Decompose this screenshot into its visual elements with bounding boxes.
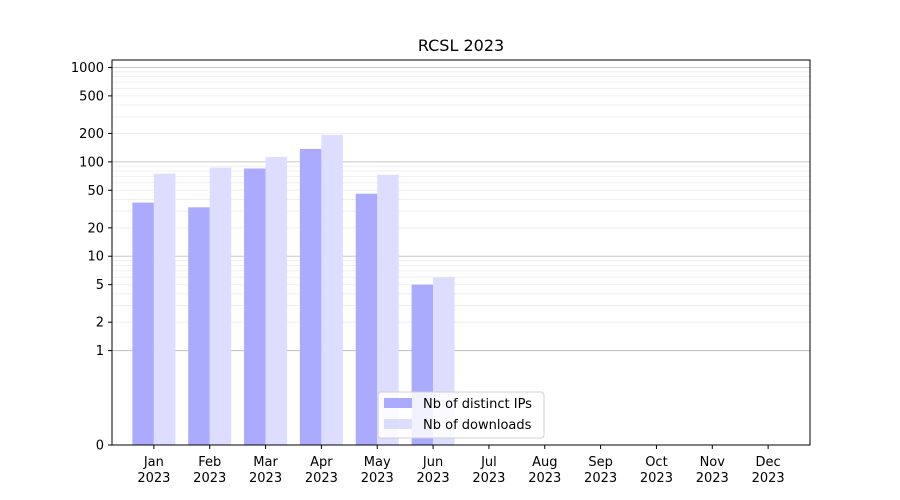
x-tick-label-line: Aug — [532, 455, 557, 470]
x-tick-label-line: 2023 — [361, 471, 394, 486]
x-tick-label: Dec 2023 — [752, 455, 785, 486]
y-tick-label: 50 — [87, 184, 104, 199]
y-tick-label: 100 — [79, 155, 104, 170]
y-tick-label: 5 — [96, 278, 104, 293]
legend-box — [377, 391, 545, 439]
x-tick-label: Apr 2023 — [305, 455, 338, 486]
plot-frame — [111, 59, 811, 446]
bar — [321, 134, 343, 445]
x-tick-label-line: Dec — [756, 455, 781, 470]
x-tick-label-line: Feb — [198, 455, 221, 470]
bar — [299, 148, 322, 445]
x-tick-label: Aug 2023 — [528, 455, 561, 486]
x-tick-label-line: Sep — [588, 455, 613, 470]
x-tick-label-line: 2023 — [584, 471, 617, 486]
y-axis: 0 1 2 5 10 20 50 100 200 500 1000 — [71, 61, 112, 454]
y-tick-label: 20 — [87, 221, 104, 236]
x-tick-label-line: 2023 — [528, 471, 561, 486]
bar — [209, 167, 232, 445]
x-tick-label-line: 2023 — [696, 471, 729, 486]
x-tick-label-line: Nov — [700, 455, 726, 470]
bar — [377, 174, 399, 445]
bar — [355, 193, 378, 445]
bar — [188, 207, 210, 445]
x-tick-label: Feb 2023 — [193, 455, 226, 486]
x-tick-label-line: 2023 — [417, 471, 450, 486]
y-tick-label: 500 — [79, 89, 104, 104]
x-tick-label-line: Apr — [310, 455, 333, 470]
x-tick-label-line: Jan — [143, 455, 164, 470]
y-tick-label: 10 — [87, 250, 104, 265]
x-tick-label-line: 2023 — [137, 471, 170, 486]
x-tick-label-line: Jul — [480, 455, 497, 470]
x-tick-label-line: 2023 — [640, 471, 673, 486]
legend: Nb of distinct IPs Nb of downloads — [377, 391, 545, 439]
x-tick-label: Mar 2023 — [249, 455, 282, 486]
bar — [265, 156, 288, 445]
y-tick-label: 1 — [96, 344, 104, 359]
x-tick-label: May 2023 — [361, 455, 394, 486]
x-tick-label: Sep 2023 — [584, 455, 617, 486]
x-tick-label: Jan 2023 — [137, 455, 170, 486]
x-tick-label-line: May — [364, 455, 391, 470]
x-tick-label: Jun 2023 — [417, 455, 450, 486]
bar — [244, 168, 266, 445]
y-tick-label: 0 — [96, 439, 104, 454]
y-tick-label: 1000 — [71, 61, 104, 76]
legend-swatch — [384, 398, 412, 408]
x-tick-label-line: Oct — [645, 455, 667, 470]
legend-label: Nb of distinct IPs — [423, 397, 532, 412]
x-tick-label-line: 2023 — [249, 471, 282, 486]
x-tick-label-line: Jun — [422, 455, 443, 470]
y-tick-label: 200 — [79, 127, 104, 142]
x-tick-label-line: 2023 — [752, 471, 785, 486]
x-tick-label: Oct 2023 — [640, 455, 673, 486]
legend-label: Nb of downloads — [423, 418, 532, 433]
x-tick-label-line: 2023 — [472, 471, 505, 486]
y-tick-label: 2 — [96, 316, 104, 331]
chart-title: RCSL 2023 — [418, 36, 504, 55]
x-tick-label: Nov 2023 — [696, 455, 729, 486]
legend-swatch — [384, 419, 412, 429]
bar — [132, 202, 154, 445]
bar — [153, 173, 176, 446]
x-tick-label-line: 2023 — [305, 471, 338, 486]
x-tick-label-line: 2023 — [193, 471, 226, 486]
x-tick-label-line: Mar — [253, 455, 278, 470]
x-tick-label: Jul 2023 — [472, 455, 505, 486]
